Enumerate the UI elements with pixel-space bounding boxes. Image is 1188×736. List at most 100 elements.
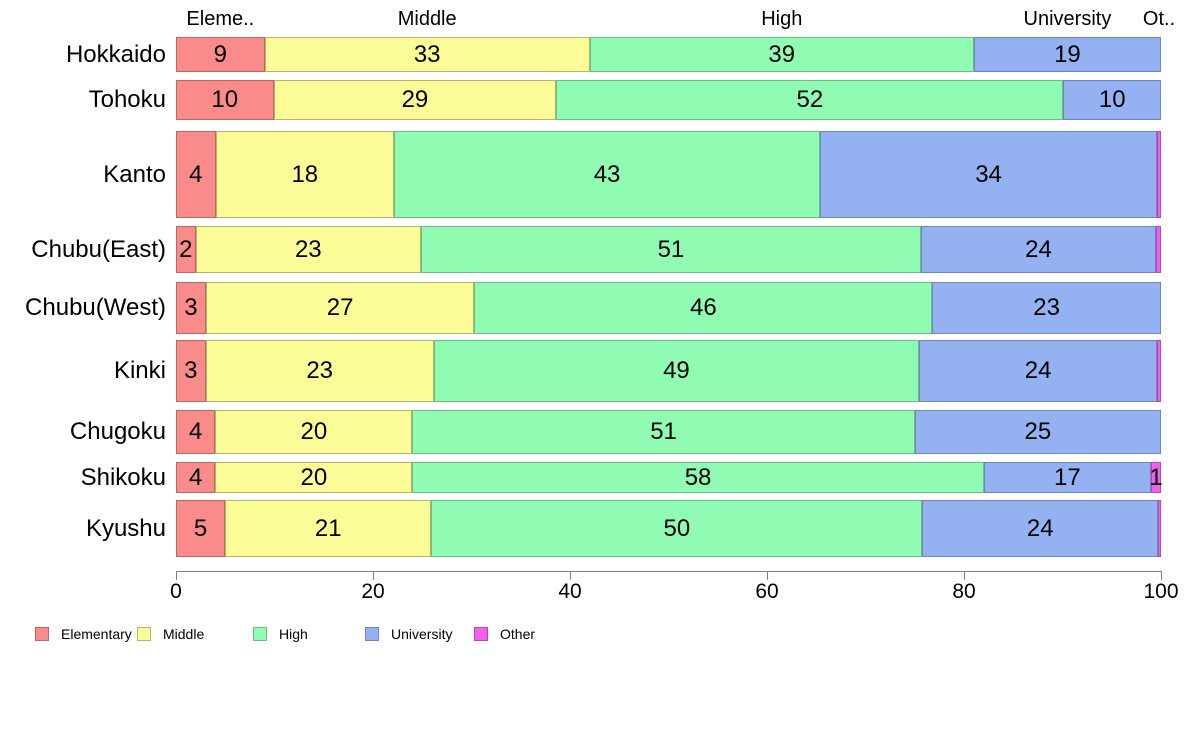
segment-value-label: 4 — [189, 160, 203, 188]
segment-elementary: 10 — [176, 80, 274, 120]
segment-value-label: 23 — [306, 357, 334, 384]
segment-other — [1157, 131, 1161, 218]
bar-tohoku: 10 29 52 10 — [176, 80, 1161, 120]
segment-elementary: 4 — [176, 131, 216, 218]
segment-value-label: 51 — [657, 235, 685, 263]
segment-university: 10 — [1063, 80, 1161, 120]
segment-value-label: 24 — [1026, 514, 1054, 542]
segment-high: 51 — [421, 226, 921, 273]
legend-label: University — [391, 626, 453, 642]
x-axis-tick-label: 100 — [1143, 580, 1179, 603]
column-header-eleme: Eleme.. — [186, 8, 255, 30]
segment-value-label: 46 — [689, 294, 717, 321]
segment-elementary: 2 — [176, 226, 196, 273]
segment-middle: 20 — [215, 410, 413, 454]
segment-value-label: 51 — [650, 418, 677, 445]
row-label-kinki: Kinki — [113, 357, 166, 384]
x-axis-tick — [570, 571, 571, 580]
x-axis-tick — [176, 571, 177, 580]
x-axis-tick-label: 60 — [755, 580, 779, 603]
bar-kyushu: 5 21 50 24 — [176, 500, 1161, 557]
segment-value-label: 10 — [1098, 86, 1126, 113]
bar-chubueast: 2 23 51 24 — [176, 226, 1161, 273]
segment-value-label: 23 — [1033, 294, 1060, 321]
segment-value-label: 24 — [1025, 235, 1052, 263]
row-label-hokkaido: Hokkaido — [65, 40, 166, 68]
legend-item-high: High — [253, 626, 308, 642]
x-axis-tick — [373, 571, 374, 580]
row-label-chubueast: Chubu(East) — [31, 235, 166, 263]
legend-swatch-university — [365, 627, 379, 641]
segment-value-label: 24 — [1024, 357, 1052, 384]
x-axis-tick-label: 20 — [361, 580, 385, 603]
legend-swatch-other — [474, 627, 488, 641]
row-label-kanto: Kanto — [103, 160, 166, 188]
legend-item-university: University — [365, 626, 452, 642]
segment-value-label: 18 — [291, 160, 319, 188]
row-label-shikoku: Shikoku — [80, 463, 166, 491]
segment-elementary: 5 — [176, 500, 226, 557]
segment-value-label: 3 — [184, 357, 198, 384]
segment-university: 17 — [983, 462, 1152, 493]
x-axis-tick-label: 0 — [170, 580, 182, 603]
x-axis-tick — [1161, 571, 1162, 580]
segment-university: 24 — [919, 340, 1158, 402]
segment-elementary: 3 — [176, 282, 206, 334]
x-axis-tick-label: 80 — [952, 580, 976, 603]
segment-university: 19 — [973, 37, 1161, 72]
bar-chubuwest: 3 27 46 23 — [176, 282, 1161, 334]
x-axis-tick — [767, 571, 768, 580]
segment-elementary: 3 — [176, 340, 206, 402]
segment-middle: 29 — [273, 80, 557, 120]
segment-middle: 27 — [205, 282, 475, 334]
legend-swatch-middle — [137, 627, 151, 641]
segment-high: 50 — [431, 500, 923, 557]
segment-middle: 33 — [264, 37, 590, 72]
segment-university: 25 — [914, 410, 1161, 454]
segment-value-label: 58 — [684, 463, 712, 491]
row-label-tohoku: Tohoku — [88, 86, 166, 113]
x-axis-tick-label: 40 — [558, 580, 582, 603]
legend-label: High — [279, 626, 308, 642]
segment-value-label: 1 — [1149, 463, 1163, 491]
segment-value-label: 3 — [184, 294, 198, 321]
segment-other — [1158, 500, 1161, 557]
legend-swatch-elementary — [35, 627, 49, 641]
segment-middle: 23 — [205, 340, 434, 402]
segment-middle: 18 — [215, 131, 394, 218]
segment-university: 24 — [920, 226, 1157, 273]
segment-value-label: 20 — [300, 418, 328, 445]
segment-university: 24 — [922, 500, 1159, 557]
row-label-chubuwest: Chubu(West) — [25, 294, 166, 321]
segment-value-label: 29 — [401, 86, 429, 113]
column-header-middle: Middle — [397, 8, 457, 30]
column-header-high: High — [761, 8, 803, 30]
segment-value-label: 34 — [975, 160, 1002, 188]
segment-elementary: 4 — [176, 462, 216, 493]
segment-university: 23 — [932, 282, 1161, 334]
segment-value-label: 52 — [796, 86, 824, 113]
segment-value-label: 10 — [211, 86, 239, 113]
legend-item-middle: Middle — [137, 626, 204, 642]
segment-value-label: 9 — [213, 40, 227, 68]
column-header-university: University — [1023, 8, 1112, 30]
segment-value-label: 17 — [1054, 463, 1081, 491]
segment-middle: 23 — [195, 226, 422, 273]
row-label-chugoku: Chugoku — [69, 418, 166, 445]
segment-elementary: 9 — [176, 37, 265, 72]
legend-item-elementary: Elementary — [35, 626, 132, 642]
segment-high: 49 — [433, 340, 920, 402]
segment-value-label: 19 — [1054, 40, 1081, 68]
segment-value-label: 39 — [768, 40, 796, 68]
bar-chugoku: 4 20 51 25 — [176, 410, 1161, 454]
legend-item-other: Other — [474, 626, 535, 642]
segment-value-label: 33 — [413, 40, 441, 68]
segment-high: 52 — [556, 80, 1064, 120]
segment-value-label: 20 — [300, 463, 328, 491]
legend-label: Elementary — [61, 626, 132, 642]
segment-value-label: 27 — [326, 294, 354, 321]
bar-hokkaido: 9 33 39 19 — [176, 37, 1161, 72]
legend-label: Middle — [163, 626, 205, 642]
x-axis-line — [176, 571, 1162, 572]
